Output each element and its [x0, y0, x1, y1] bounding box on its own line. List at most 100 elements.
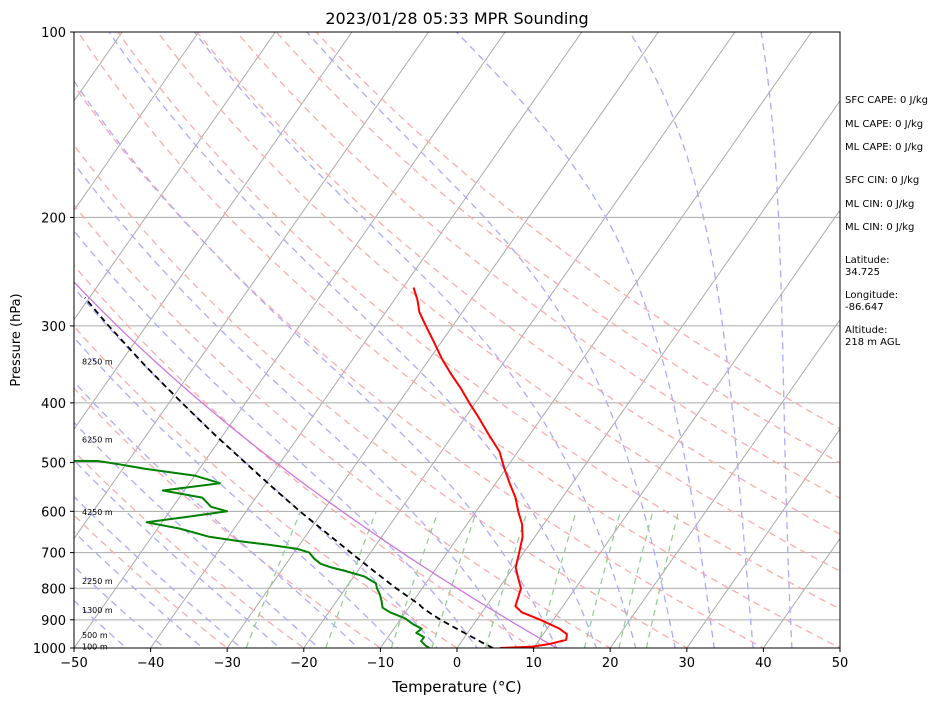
background-lines [74, 32, 840, 648]
y-axis-label: Pressure (hPa) [9, 293, 24, 386]
height-label: 1300 m [82, 606, 113, 615]
x-tick-label: 30 [679, 656, 696, 671]
moist-adiabat-line [108, 32, 598, 648]
dry-adiabat-line [196, 32, 840, 536]
moist-adiabat-line [74, 565, 166, 648]
mixing-ratio-line [484, 511, 528, 648]
dewpoint-profile [74, 459, 430, 648]
height-labels: 100 m 500 m 1300 m 2250 m 4250 m 6250 m 8250 m [82, 358, 113, 652]
ml-cin-stat: ML CIN: 0 J/kg [845, 199, 915, 210]
moist-adiabat-line [193, 32, 637, 648]
y-tick-label: 700 [41, 547, 66, 562]
moist-adiabat-line [74, 162, 518, 648]
mixing-ratio-line [618, 511, 654, 648]
x-tick-label: 10 [525, 656, 542, 671]
moist-adiabat-line [456, 32, 715, 648]
ml-cape-stat-2: ML CAPE: 0 J/kg [845, 142, 924, 153]
dry-adiabat-line [117, 32, 840, 610]
x-tick-label: −30 [213, 656, 240, 671]
mixing-ratio-line [431, 511, 478, 648]
height-label: 6250 m [82, 436, 113, 445]
height-label: 500 m [82, 631, 108, 640]
dry-adiabat-line [74, 450, 305, 648]
y-tick-label: 400 [41, 397, 66, 412]
isotherm-line [762, 537, 840, 648]
sfc-cape-stat: SFC CAPE: 0 J/kg [845, 95, 928, 106]
dry-adiabat-line [74, 204, 612, 648]
moist-adiabat-line [74, 229, 478, 648]
isotherm-line [609, 318, 840, 648]
moist-adiabat-line [74, 459, 281, 648]
isotherm-line [74, 32, 506, 648]
moist-adiabat-line [74, 336, 399, 648]
isotherm-line [533, 209, 840, 648]
x-tick-label: −40 [137, 656, 164, 671]
moist-adiabat-line [74, 286, 439, 648]
y-tick-label: 600 [41, 505, 66, 520]
mixing-ratio-line [325, 511, 377, 648]
dry-adiabat-line [74, 325, 459, 648]
x-tick-label: −20 [290, 656, 317, 671]
isotherm-line [226, 32, 659, 648]
stats-panel: SFC CAPE: 0 J/kg ML CAPE: 0 J/kg ML CAPE… [845, 0, 946, 705]
mixing-ratio-line [583, 511, 622, 648]
isotherm-line [379, 32, 813, 648]
dry-adiabat-line [74, 84, 765, 648]
dry-adiabat-line [74, 264, 535, 648]
isotherm-line [456, 99, 840, 648]
height-label: 4250 m [82, 508, 113, 517]
y-tick-label: 900 [41, 614, 66, 629]
mixing-ratio-line [245, 511, 302, 648]
mixing-ratio-line [390, 511, 439, 648]
temperature-profile [412, 287, 568, 648]
latitude-stat: Latitude: 34.725 [845, 255, 890, 278]
reference-line [74, 281, 557, 648]
moist-adiabat-line [760, 32, 793, 648]
isotherm-line [74, 32, 276, 321]
moist-adiabat-line [74, 530, 204, 648]
y-tick-label: 1000 [33, 642, 66, 657]
moist-adiabat-line [74, 599, 128, 648]
x-tick-label: −50 [60, 656, 87, 671]
x-axis-label: Temperature (°C) [391, 678, 521, 696]
ml-cin-stat-2: ML CIN: 0 J/kg [845, 222, 915, 233]
moist-adiabat-line [306, 32, 676, 648]
moist-adiabat-line [629, 32, 754, 648]
isotherm-line [74, 32, 200, 212]
mixing-ratio-line [536, 511, 577, 648]
isotherm-line [303, 32, 736, 648]
longitude-stat: Longitude: -86.647 [845, 290, 899, 313]
plot-frame [73, 31, 841, 649]
dry-adiabat-line [236, 32, 840, 499]
dry-adiabat-line [156, 32, 840, 572]
moist-adiabat-line [74, 380, 359, 648]
axis-ticks: −50 −40 −30 −20 −10 0 10 20 30 40 50 1000 900 800 700 6… [33, 26, 848, 671]
x-tick-label: 40 [755, 656, 772, 671]
y-tick-label: 200 [41, 211, 66, 226]
isotherm-line [150, 32, 583, 648]
moist-adiabat-line [74, 495, 243, 648]
dry-adiabat-line [74, 387, 382, 648]
moist-adiabat-line [74, 421, 320, 648]
x-tick-label: 20 [602, 656, 619, 671]
isotherm-line [686, 428, 840, 648]
isotherm-line [74, 32, 353, 431]
mixing-ratio-line [645, 511, 680, 648]
x-tick-label: −10 [367, 656, 394, 671]
x-tick-label: 0 [453, 656, 461, 671]
parcel-profile [84, 297, 494, 648]
dry-adiabat-line [74, 144, 689, 648]
dry-adiabat-line [77, 32, 840, 648]
sfc-cin-stat: SFC CIN: 0 J/kg [845, 175, 920, 186]
y-tick-label: 800 [41, 582, 66, 597]
height-label: 100 m [82, 643, 108, 652]
moist-adiabat-line [74, 79, 558, 648]
isotherm-line [74, 32, 430, 540]
ml-cape-stat: ML CAPE: 0 J/kg [845, 119, 924, 130]
x-tick-label: 50 [832, 656, 849, 671]
sounding-profiles [74, 287, 568, 648]
y-tick-label: 500 [41, 457, 66, 472]
altitude-stat: Altitude: 218 m AGL [845, 325, 901, 348]
y-tick-label: 100 [41, 26, 66, 41]
